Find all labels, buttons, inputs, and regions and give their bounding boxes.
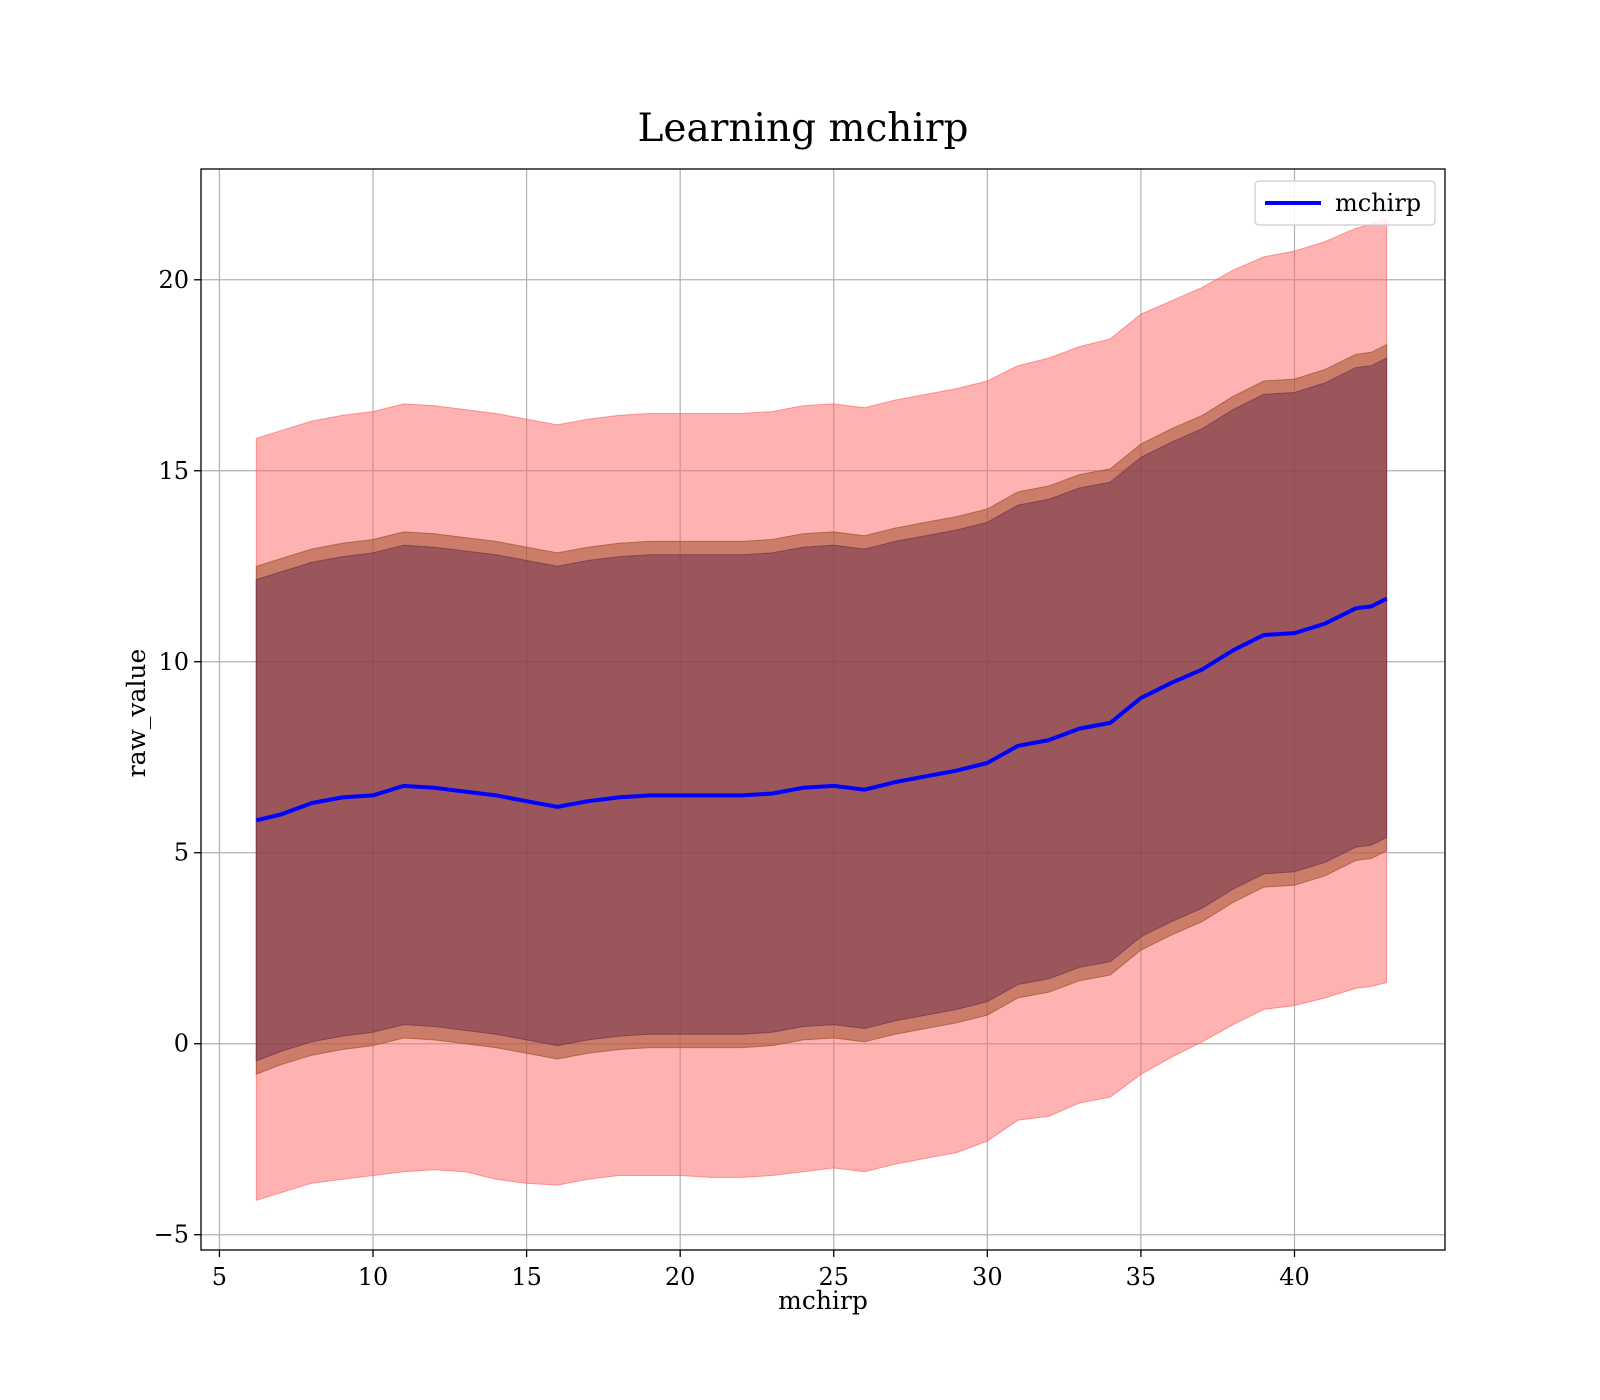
- x-tick-label-2: 15: [511, 1263, 542, 1291]
- y-tick-label-1: 0: [174, 1030, 189, 1058]
- x-tick-label-1: 10: [358, 1263, 389, 1291]
- series-line-mchirp: [255, 596, 1388, 823]
- chart-title: Learning mchirp: [638, 106, 969, 151]
- x-tick-label-6: 35: [1126, 1263, 1157, 1291]
- x-tick-label-7: 40: [1279, 1263, 1310, 1291]
- legend-label-0: mchirp: [1335, 189, 1421, 217]
- axes-frame: [200, 168, 1446, 1251]
- y-tick-label-3: 10: [158, 648, 189, 676]
- y-tick-label-5: 20: [158, 266, 189, 294]
- y-tick-label-0: −5: [154, 1221, 189, 1249]
- x-tick-label-0: 5: [212, 1263, 227, 1291]
- x-tick-label-4: 25: [818, 1263, 849, 1291]
- x-tick-label-3: 20: [665, 1263, 696, 1291]
- y-axis-label: raw_value: [122, 649, 151, 778]
- legend-box: [1254, 180, 1436, 226]
- x-tick-label-5: 30: [972, 1263, 1003, 1291]
- x-axis-label: mchirp: [778, 1286, 868, 1315]
- y-tick-label-2: 5: [174, 839, 189, 867]
- y-tick-label-4: 15: [158, 457, 189, 485]
- plot-area: 5 10 15 20 25 30 35 40 −5 0 5 10 15 20 mchirp: [154, 168, 1446, 1291]
- inner-confidence-band: [255, 357, 1388, 1062]
